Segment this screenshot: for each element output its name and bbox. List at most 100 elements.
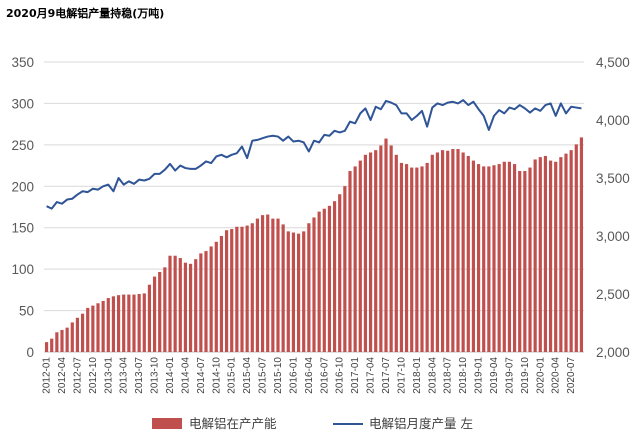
right-axis-tick-label: 4,000 <box>596 113 630 128</box>
x-axis-tick-label: 2015-04 <box>242 357 253 394</box>
bar <box>204 251 208 352</box>
bar <box>96 303 100 352</box>
bar <box>178 258 182 352</box>
x-axis-tick-label: 2017-01 <box>350 357 361 394</box>
x-axis-tick-label: 2019-04 <box>489 357 500 394</box>
bar <box>152 276 157 352</box>
bar <box>281 224 285 352</box>
left-axis-tick-label: 50 <box>19 304 34 319</box>
bar <box>564 153 568 352</box>
bar <box>240 226 244 352</box>
left-axis-tick-label: 350 <box>11 55 34 70</box>
x-axis-tick-label: 2016-10 <box>335 357 346 394</box>
bar <box>50 338 54 352</box>
bar <box>451 149 455 352</box>
x-axis-ticks: 2012-01 2012-04 2012-07 2012-10 2013-01 2013-… <box>42 357 578 394</box>
bar <box>343 186 347 352</box>
bar <box>379 145 383 352</box>
x-axis-tick-label: 2014-01 <box>165 357 176 394</box>
x-axis-tick-label: 2019-10 <box>520 357 531 394</box>
x-axis-tick-label: 2017-07 <box>381 357 392 394</box>
line-series <box>46 99 582 210</box>
x-axis-tick-label: 2012-10 <box>88 357 99 394</box>
bar <box>440 150 445 352</box>
right-axis-tick-label: 4,500 <box>596 55 630 70</box>
x-axis-tick-label: 2018-10 <box>458 357 469 394</box>
x-axis-tick-label: 2020-07 <box>566 357 577 394</box>
bar <box>302 231 306 352</box>
legend-line-label: 电解铝月度产量 左 <box>369 416 473 431</box>
bar <box>286 231 290 352</box>
bar <box>86 307 90 352</box>
x-axis-tick-label: 2020-04 <box>551 357 562 394</box>
bar <box>65 327 69 352</box>
bar <box>368 152 373 352</box>
right-axis-tick-label: 3,500 <box>596 171 630 186</box>
bar <box>420 166 424 352</box>
bar <box>461 152 465 352</box>
bar <box>245 225 249 352</box>
bar <box>230 229 234 352</box>
bar <box>497 164 501 352</box>
bar <box>482 166 486 352</box>
bar <box>132 294 136 352</box>
bar <box>399 162 404 352</box>
bar <box>163 267 167 352</box>
bar <box>219 236 224 352</box>
bar <box>569 150 573 352</box>
bar <box>307 223 311 352</box>
bar <box>75 317 80 352</box>
line-series-path <box>46 99 582 210</box>
bar <box>183 262 188 352</box>
bar <box>435 152 440 352</box>
bar <box>348 171 352 352</box>
bar <box>322 208 326 352</box>
bar <box>168 255 172 352</box>
bar <box>394 154 398 352</box>
bar <box>579 137 584 352</box>
x-axis-tick-label: 2015-01 <box>227 357 238 394</box>
bar <box>543 155 548 352</box>
bar <box>173 255 177 352</box>
x-axis-tick-label: 2016-07 <box>319 357 330 394</box>
bar <box>487 166 491 352</box>
legend: 电解铝在产产能 电解铝月度产量 左 <box>152 416 473 431</box>
bar <box>291 232 296 352</box>
bar <box>250 223 254 352</box>
bar <box>425 162 429 352</box>
bar <box>122 294 126 352</box>
bar <box>80 313 85 352</box>
bar <box>363 154 368 352</box>
bar <box>91 305 95 352</box>
x-axis-tick-label: 2012-04 <box>57 357 68 394</box>
bar <box>101 300 105 352</box>
bar <box>415 167 419 352</box>
bar <box>137 294 141 352</box>
bar <box>312 217 316 352</box>
bar <box>466 155 470 352</box>
x-axis-tick-label: 2012-07 <box>72 357 83 394</box>
x-axis-tick-label: 2014-04 <box>180 357 191 394</box>
left-axis-tick-label: 300 <box>11 96 34 111</box>
x-axis-tick-label: 2015-07 <box>258 357 269 394</box>
bar <box>266 214 270 352</box>
bar <box>224 230 229 352</box>
x-axis-tick-label: 2012-01 <box>42 357 53 394</box>
bar <box>476 164 481 352</box>
bar <box>507 161 512 352</box>
bar <box>55 332 59 352</box>
bar <box>523 171 527 352</box>
bar <box>60 329 64 352</box>
bar <box>296 233 301 352</box>
right-axis-tick-label: 3,000 <box>596 229 630 244</box>
x-axis-tick-label: 2018-04 <box>427 357 438 394</box>
bar <box>574 144 578 352</box>
right-axis-tick-label: 2,500 <box>596 287 630 302</box>
bar <box>492 165 496 352</box>
chart-title: 2020月9电解铝产量持稳(万吨) <box>6 7 165 20</box>
bar <box>332 201 337 352</box>
x-axis-tick-label: 2017-10 <box>396 357 407 394</box>
x-axis-tick-label: 2013-07 <box>134 357 145 394</box>
bar <box>430 154 434 352</box>
